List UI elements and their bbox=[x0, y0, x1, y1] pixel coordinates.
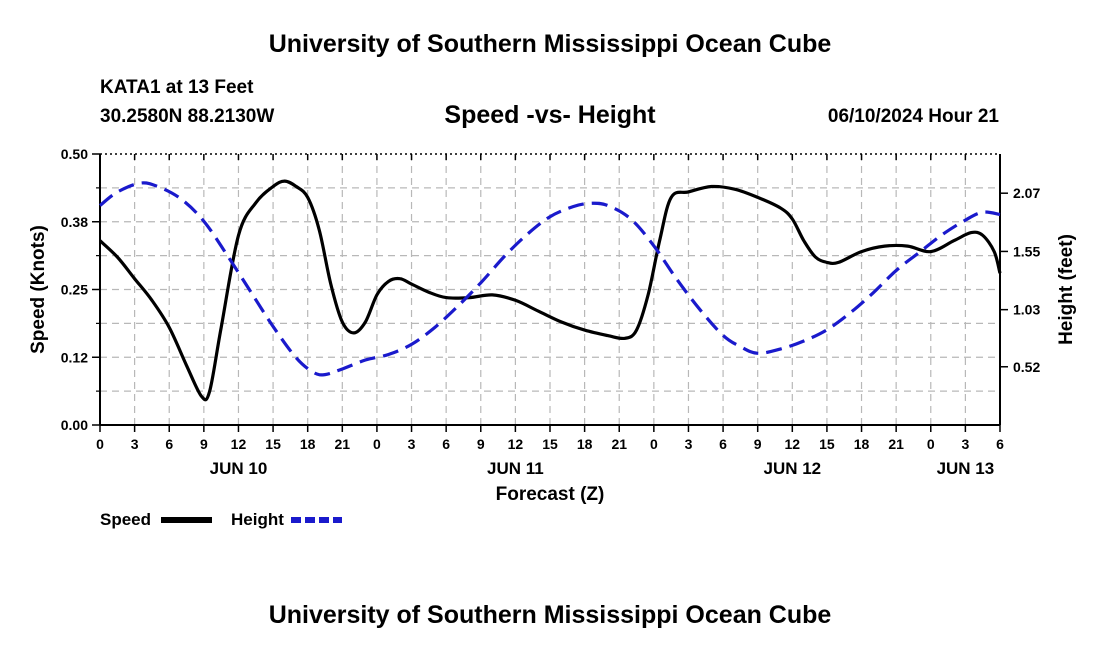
x-axis-title: Forecast (Z) bbox=[496, 484, 605, 505]
y-right-tick-label: 1.55 bbox=[1013, 243, 1040, 259]
x-tick-label: 21 bbox=[611, 436, 627, 452]
y-left-tick-label: 0.00 bbox=[61, 417, 88, 433]
x-tick-label: 15 bbox=[542, 436, 558, 452]
legend-label-height: Height bbox=[231, 510, 284, 529]
x-tick-label: 3 bbox=[408, 436, 416, 452]
y-left-tick-label: 0.50 bbox=[61, 146, 88, 162]
x-tick-label: 6 bbox=[996, 436, 1004, 452]
x-tick-label: 15 bbox=[265, 436, 281, 452]
x-tick-label: 0 bbox=[927, 436, 935, 452]
chart-title-top: University of Southern Mississippi Ocean… bbox=[268, 30, 832, 58]
x-tick-label: 18 bbox=[577, 436, 593, 452]
y-right-tick-label: 1.03 bbox=[1013, 302, 1040, 318]
y-right-tick-label: 2.07 bbox=[1013, 185, 1040, 201]
legend-label-speed: Speed bbox=[100, 510, 151, 529]
x-tick-label: 3 bbox=[131, 436, 139, 452]
y-left-tick-label: 0.12 bbox=[61, 349, 88, 365]
y-axis-title-right: Height (feet) bbox=[1056, 234, 1077, 345]
x-date-label: JUN 11 bbox=[487, 459, 544, 478]
x-tick-label: 6 bbox=[165, 436, 173, 452]
station-label: KATA1 at 13 Feet bbox=[100, 77, 254, 98]
x-tick-label: 15 bbox=[819, 436, 835, 452]
x-tick-label: 6 bbox=[442, 436, 450, 452]
x-tick-label: 0 bbox=[96, 436, 104, 452]
series-line-speed bbox=[98, 179, 1002, 402]
x-tick-label: 9 bbox=[477, 436, 485, 452]
x-tick-label: 3 bbox=[961, 436, 969, 452]
x-tick-label: 12 bbox=[231, 436, 247, 452]
chart-title-bottom: University of Southern Mississippi Ocean… bbox=[268, 601, 832, 629]
y-axis-title-left: Speed (Knots) bbox=[28, 225, 49, 354]
x-date-label: JUN 10 bbox=[210, 459, 268, 478]
x-tick-label: 21 bbox=[335, 436, 351, 452]
x-tick-label: 21 bbox=[888, 436, 904, 452]
x-tick-label: 18 bbox=[854, 436, 870, 452]
x-tick-label: 12 bbox=[508, 436, 524, 452]
x-date-label: JUN 13 bbox=[937, 459, 995, 478]
x-tick-label: 6 bbox=[719, 436, 727, 452]
x-tick-label: 0 bbox=[373, 436, 381, 452]
chart-subtitle: Speed -vs- Height bbox=[444, 101, 656, 129]
x-tick-label: 18 bbox=[300, 436, 316, 452]
x-date-label: JUN 12 bbox=[763, 459, 821, 478]
y-left-tick-label: 0.38 bbox=[61, 214, 88, 230]
station-coords: 30.2580N 88.2130W bbox=[100, 106, 275, 127]
x-tick-label: 9 bbox=[754, 436, 762, 452]
y-left-tick-label: 0.25 bbox=[61, 282, 88, 298]
forecast-datetime: 06/10/2024 Hour 21 bbox=[827, 106, 999, 127]
x-tick-label: 3 bbox=[685, 436, 693, 452]
series-line-height bbox=[99, 181, 1001, 377]
y-right-tick-label: 0.52 bbox=[1013, 359, 1040, 375]
x-tick-label: 9 bbox=[200, 436, 208, 452]
x-tick-label: 0 bbox=[650, 436, 658, 452]
x-tick-label: 12 bbox=[785, 436, 801, 452]
